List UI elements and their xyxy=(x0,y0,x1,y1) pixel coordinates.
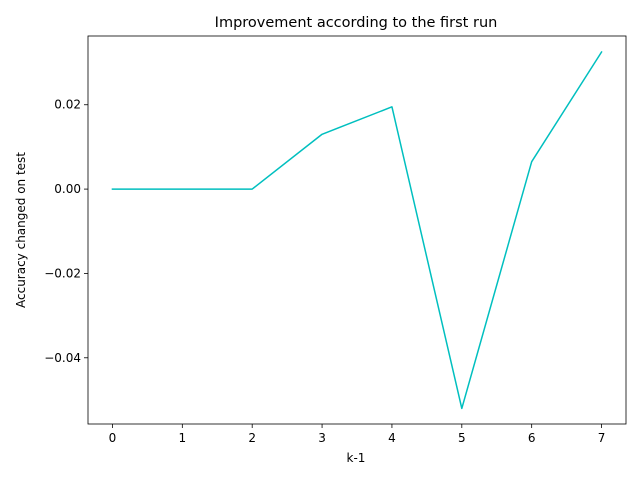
x-tick-label: 6 xyxy=(528,431,536,445)
axes-frame xyxy=(87,35,627,425)
y-tick-label: 0.02 xyxy=(54,98,81,112)
x-tick-label: 4 xyxy=(388,431,396,445)
x-tick-label: 0 xyxy=(109,431,117,445)
x-tick-label: 2 xyxy=(248,431,256,445)
plot-area: 0 1 2 3 4 5 6 7 −0.04 −0.02 0.00 0.02 xyxy=(44,35,627,445)
x-tick-label: 5 xyxy=(458,431,466,445)
y-tick-label: 0.00 xyxy=(54,182,81,196)
y-axis-title: Accuracy changed on test xyxy=(14,152,28,308)
y-tick-label: −0.04 xyxy=(44,351,81,365)
x-tick-label: 7 xyxy=(598,431,606,445)
x-axis-title: k-1 xyxy=(347,451,366,465)
x-tick-label: 1 xyxy=(179,431,187,445)
chart-title: Improvement according to the first run xyxy=(215,15,498,31)
x-tick-label: 3 xyxy=(318,431,326,445)
y-tick-label: −0.02 xyxy=(44,266,81,280)
series-line-0 xyxy=(111,50,603,410)
